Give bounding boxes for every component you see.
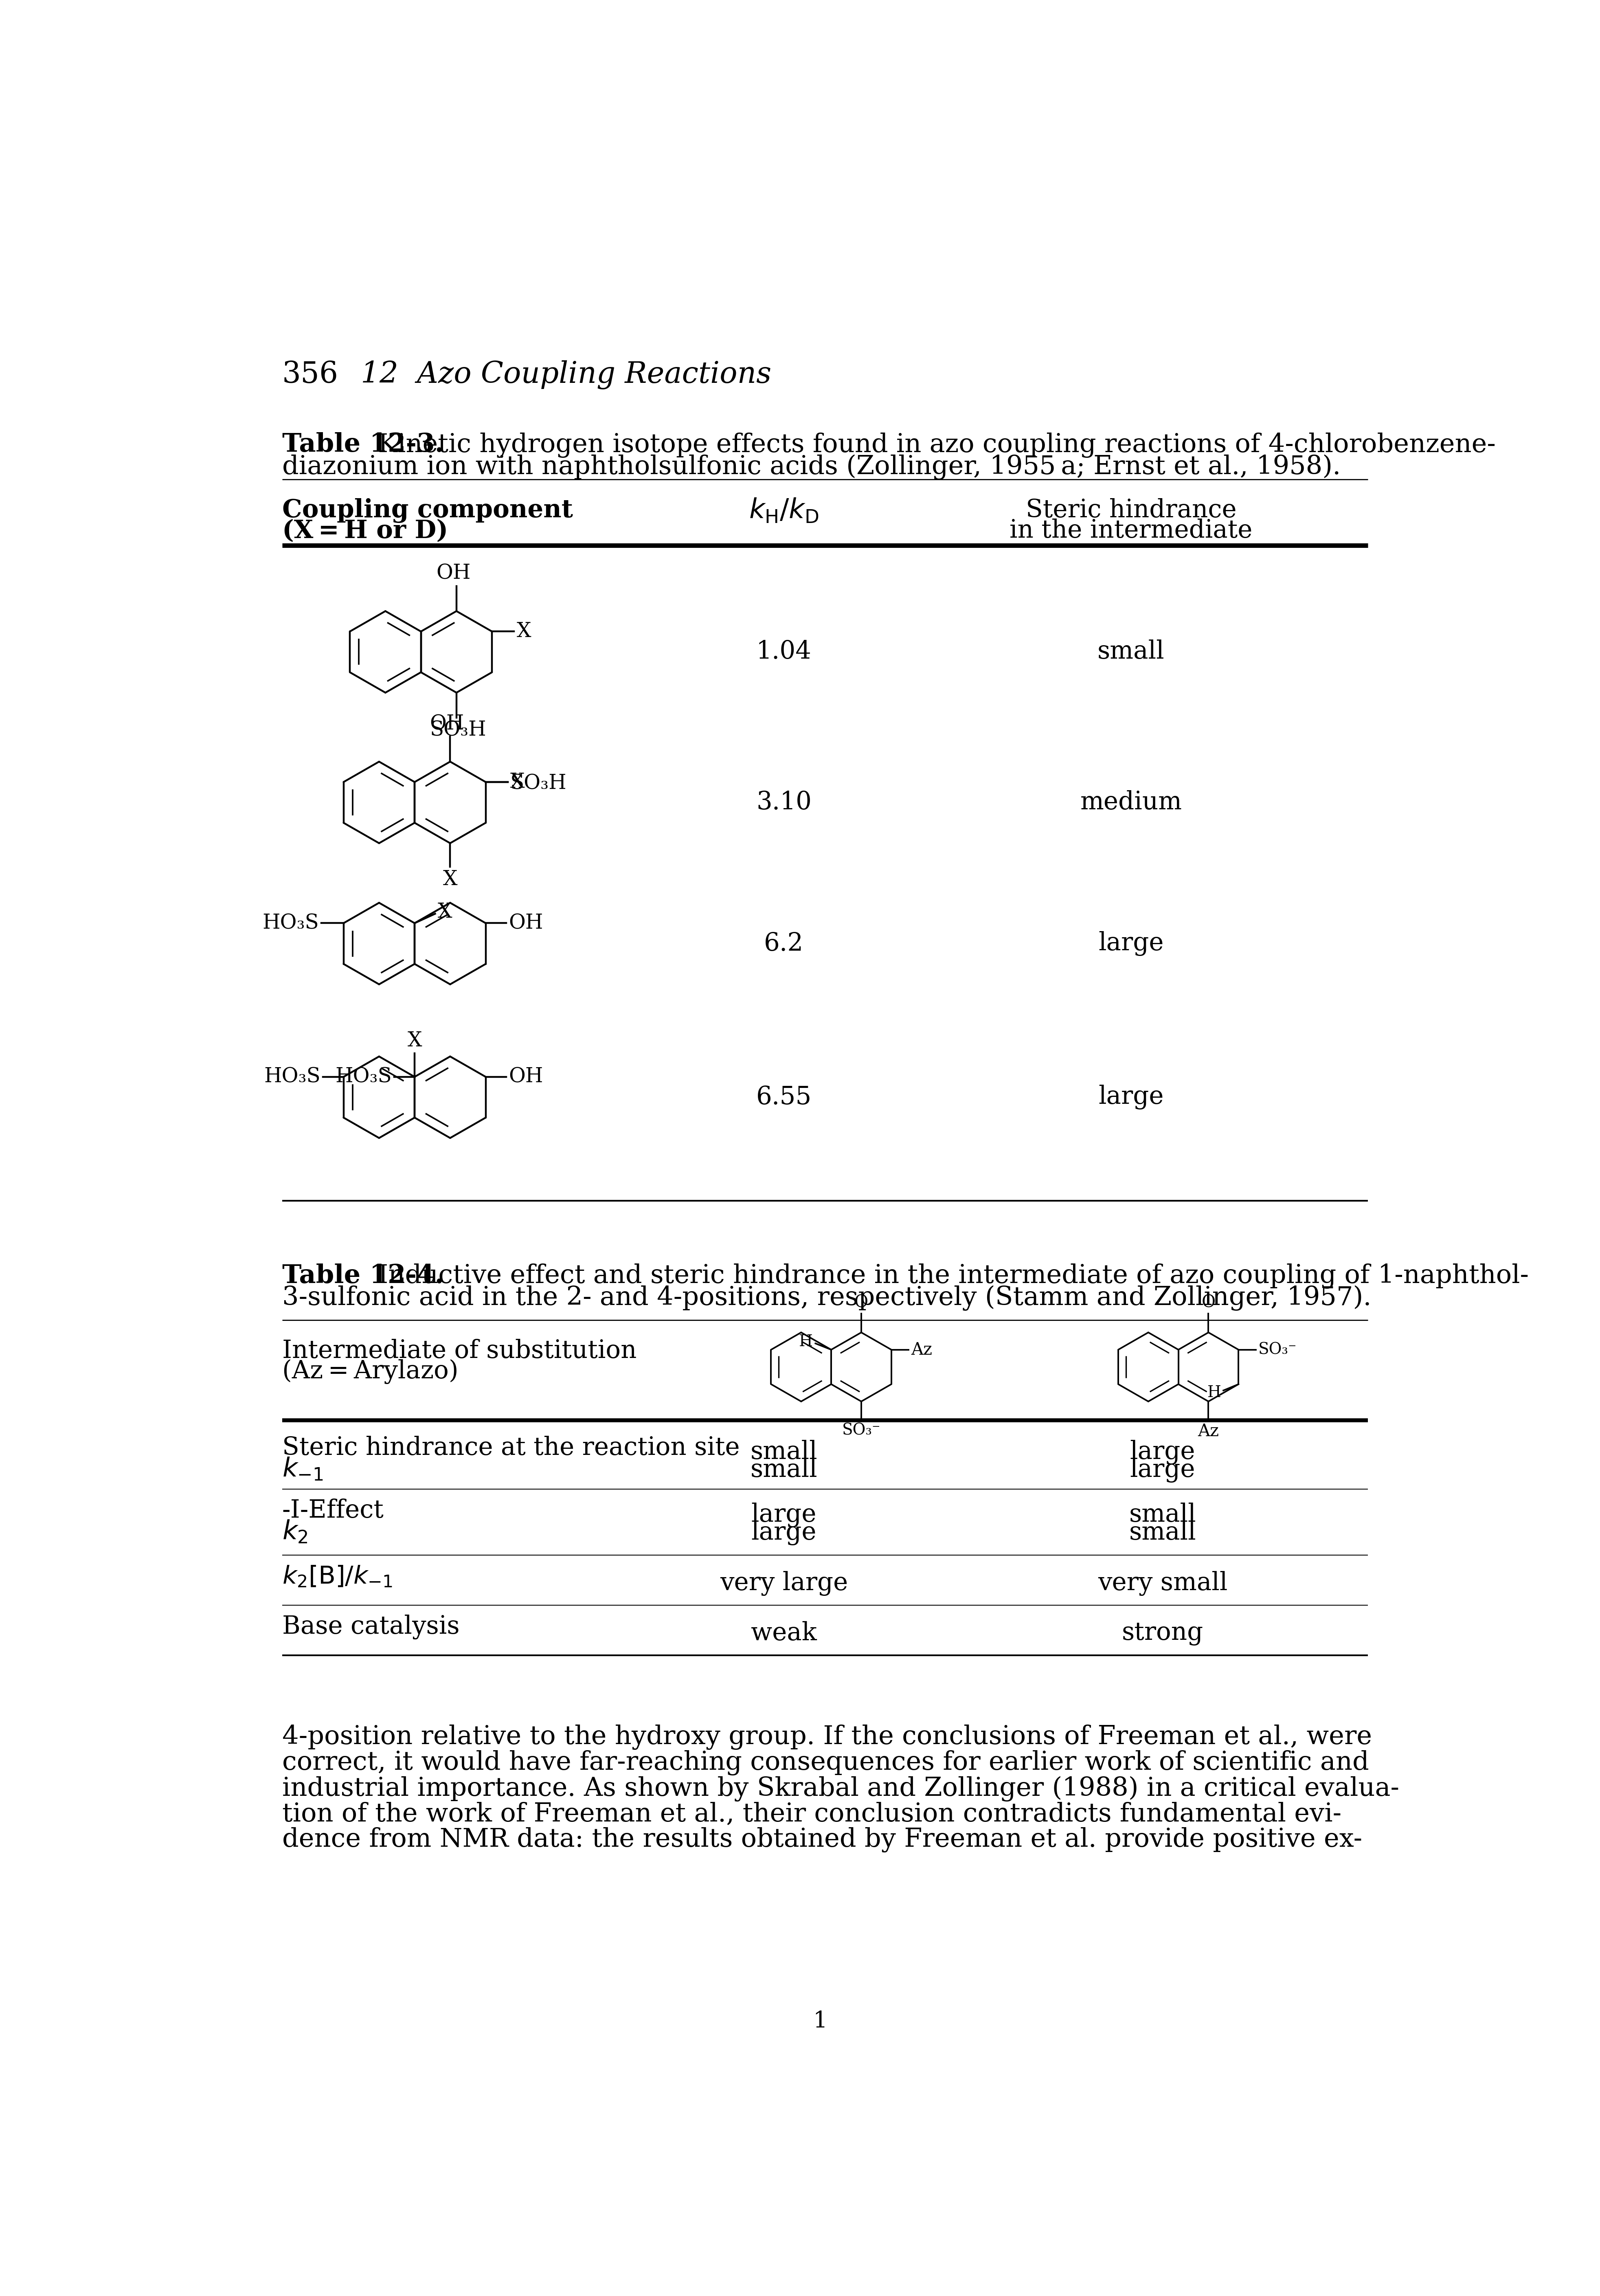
- Text: 3-sulfonic acid in the 2- and 4-positions, respectively (Stamm and Zollinger, 19: 3-sulfonic acid in the 2- and 4-position…: [282, 1286, 1371, 1311]
- Text: in the intermediate: in the intermediate: [1010, 519, 1253, 544]
- Text: Base catalysis: Base catalysis: [282, 1614, 459, 1639]
- Text: $k_{-1}$: $k_{-1}$: [282, 1456, 323, 1483]
- Text: 1: 1: [813, 2009, 827, 2032]
- Text: HO₃S: HO₃S: [264, 1068, 320, 1086]
- Text: correct, it would have far-reaching consequences for earlier work of scientific : correct, it would have far-reaching cons…: [282, 1750, 1370, 1775]
- Text: strong: strong: [1122, 1621, 1203, 1646]
- Text: large: large: [750, 1502, 816, 1527]
- Text: large: large: [750, 1520, 816, 1545]
- Text: large: large: [1098, 1084, 1163, 1109]
- Text: 4-position relative to the hydroxy group. If the conclusions of Freeman et al., : 4-position relative to the hydroxy group…: [282, 1724, 1371, 1750]
- Text: X: X: [443, 870, 458, 889]
- Text: OH: OH: [509, 914, 542, 932]
- Text: 6.2: 6.2: [765, 932, 803, 955]
- Text: HO₃S: HO₃S: [334, 1068, 392, 1086]
- Text: O: O: [854, 1295, 869, 1311]
- Text: 3.10: 3.10: [757, 790, 811, 815]
- Text: H: H: [798, 1334, 813, 1350]
- Text: (Az = Arylazo): (Az = Arylazo): [282, 1359, 458, 1384]
- Text: X: X: [438, 902, 453, 923]
- Text: Az: Az: [910, 1341, 933, 1359]
- Text: X: X: [408, 1031, 422, 1052]
- Text: medium: medium: [1080, 790, 1182, 815]
- Text: SO₃H: SO₃H: [510, 774, 566, 794]
- Text: HO₃S: HO₃S: [262, 914, 318, 932]
- Text: small: small: [1098, 641, 1165, 664]
- Text: dence from NMR data: the results obtained by Freeman et al. provide positive ex-: dence from NMR data: the results obtaine…: [282, 1828, 1362, 1853]
- Text: OH: OH: [437, 563, 470, 583]
- Text: industrial importance. As shown by Skrabal and Zollinger (1988) in a critical ev: industrial importance. As shown by Skrab…: [282, 1775, 1398, 1802]
- Text: tion of the work of Freeman et al., their conclusion contradicts fundamental evi: tion of the work of Freeman et al., thei…: [282, 1802, 1341, 1828]
- Text: Kinetic hydrogen isotope effects found in azo coupling reactions of 4-chlorobenz: Kinetic hydrogen isotope effects found i…: [370, 432, 1496, 457]
- Text: very large: very large: [720, 1570, 848, 1596]
- Text: large: large: [1130, 1458, 1195, 1483]
- Text: Az: Az: [1198, 1424, 1219, 1440]
- Text: Coupling component: Coupling component: [282, 498, 573, 523]
- Text: $k_2[\mathrm{B}]/k_{-1}$: $k_2[\mathrm{B}]/k_{-1}$: [282, 1564, 392, 1589]
- Text: 6.55: 6.55: [757, 1086, 811, 1109]
- Text: small: small: [750, 1440, 818, 1465]
- Text: 1.04: 1.04: [757, 641, 811, 664]
- Text: SO₃H: SO₃H: [430, 721, 486, 739]
- Text: Table 12-3.: Table 12-3.: [282, 432, 443, 457]
- Text: X: X: [510, 771, 525, 792]
- Text: 356: 356: [282, 360, 338, 388]
- Text: $k_\mathsf{H}/k_\mathsf{D}$: $k_\mathsf{H}/k_\mathsf{D}$: [749, 496, 819, 523]
- Text: (X = H or D): (X = H or D): [282, 519, 448, 544]
- Text: very small: very small: [1098, 1570, 1227, 1596]
- Text: Steric hindrance at the reaction site: Steric hindrance at the reaction site: [282, 1435, 739, 1460]
- Text: SO₃⁻: SO₃⁻: [1258, 1343, 1296, 1357]
- Text: diazonium ion with naphtholsulfonic acids (Zollinger, 1955 a; Ernst et al., 1958: diazonium ion with naphtholsulfonic acid…: [282, 455, 1341, 480]
- Text: -I-Effect: -I-Effect: [282, 1499, 384, 1522]
- Text: Inductive effect and steric hindrance in the intermediate of azo coupling of 1-n: Inductive effect and steric hindrance in…: [370, 1263, 1530, 1288]
- Text: small: small: [750, 1458, 818, 1483]
- Text: large: large: [1098, 932, 1163, 955]
- Text: Intermediate of substitution: Intermediate of substitution: [282, 1339, 637, 1364]
- Text: 12  Azo Coupling Reactions: 12 Azo Coupling Reactions: [362, 360, 771, 390]
- Text: SO₃⁻: SO₃⁻: [842, 1424, 880, 1437]
- Text: X: X: [517, 622, 531, 641]
- Text: weak: weak: [750, 1621, 818, 1646]
- Text: $k_2$: $k_2$: [282, 1520, 307, 1545]
- Text: Table 12-4.: Table 12-4.: [282, 1263, 443, 1288]
- Text: large: large: [1130, 1440, 1195, 1465]
- Text: OH: OH: [509, 1068, 542, 1086]
- Text: OH: OH: [430, 714, 464, 735]
- Text: small: small: [1130, 1520, 1197, 1545]
- Text: Steric hindrance: Steric hindrance: [1026, 498, 1237, 523]
- Text: H: H: [1208, 1384, 1221, 1401]
- Text: small: small: [1130, 1502, 1197, 1527]
- Text: O: O: [1202, 1295, 1216, 1311]
